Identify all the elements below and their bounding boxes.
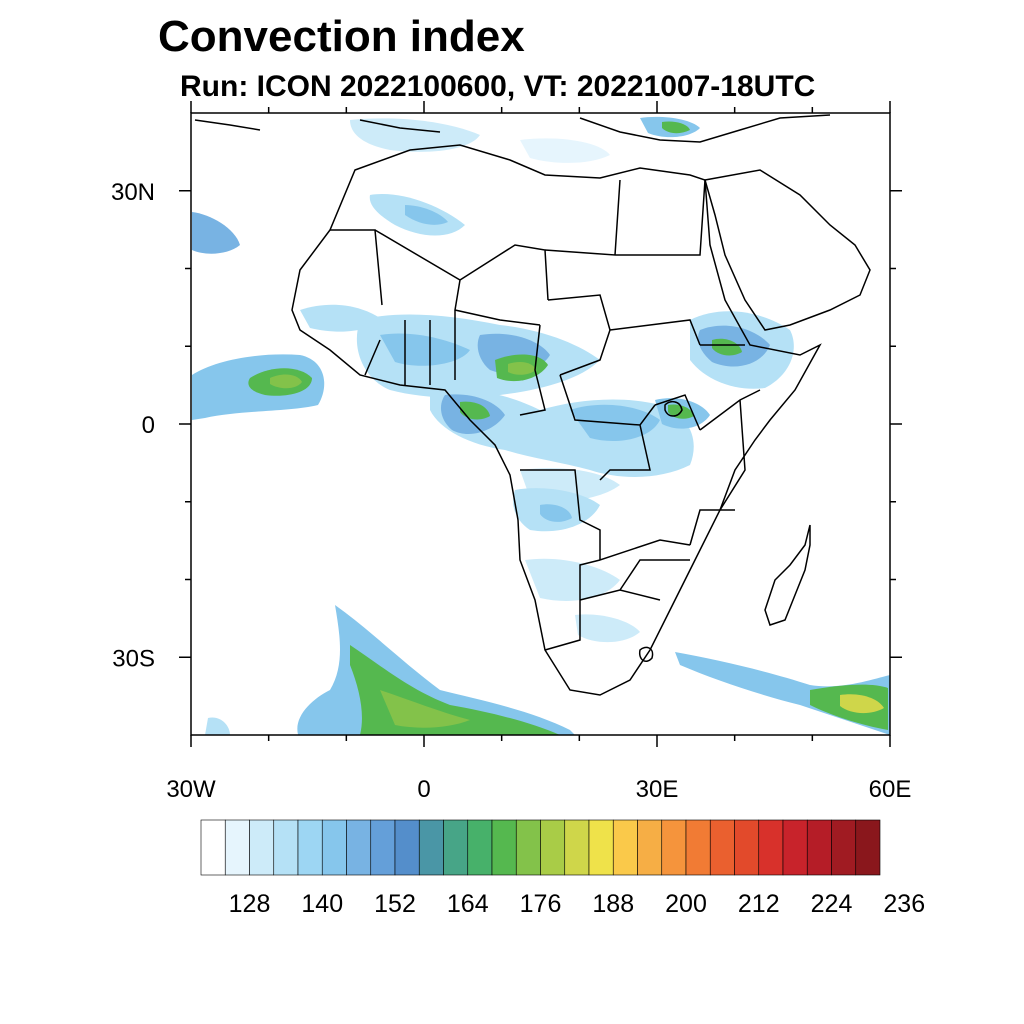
colorbar-swatch bbox=[491, 819, 517, 876]
colorbar-swatch bbox=[394, 819, 420, 876]
colorbar-label: 188 bbox=[592, 890, 634, 918]
colorbar-swatch bbox=[297, 819, 323, 876]
map-axes: 30W 0 30E 60E 30N 0 30S bbox=[111, 101, 911, 803]
colorbar-swatch bbox=[346, 819, 372, 876]
colorbar-swatch bbox=[709, 819, 735, 876]
colorbar-label: 212 bbox=[738, 890, 780, 918]
colorbar-label: 128 bbox=[229, 890, 271, 918]
colorbar: 128 140 152 164 176 188 200 212 224 236 bbox=[200, 819, 925, 918]
colorbar-label: 224 bbox=[811, 890, 853, 918]
colorbar-swatch bbox=[637, 819, 663, 876]
colorbar-swatch bbox=[806, 819, 832, 876]
chart-subtitle: Run: ICON 2022100600, VT: 20221007-18UTC bbox=[180, 70, 816, 103]
lon-tick-label: 0 bbox=[417, 776, 430, 803]
colorbar-swatch bbox=[370, 819, 396, 876]
colorbar-swatch bbox=[273, 819, 299, 876]
colorbar-label: 140 bbox=[301, 890, 343, 918]
colorbar-swatch bbox=[224, 819, 250, 876]
lat-tick-label: 30N bbox=[111, 179, 155, 206]
colorbar-swatch bbox=[685, 819, 711, 876]
colorbar-swatch bbox=[855, 819, 881, 876]
colorbar-swatch bbox=[564, 819, 590, 876]
colorbar-swatch bbox=[782, 819, 808, 876]
colorbar-swatch bbox=[249, 819, 275, 876]
map-outlines bbox=[194, 114, 871, 696]
colorbar-label: 236 bbox=[883, 890, 925, 918]
colorbar-label: 152 bbox=[374, 890, 416, 918]
colorbar-swatch bbox=[443, 819, 469, 876]
colorbar-swatch bbox=[200, 819, 226, 876]
lon-tick-label: 30W bbox=[166, 776, 216, 803]
colorbar-swatch bbox=[540, 819, 566, 876]
colorbar-swatch bbox=[588, 819, 614, 876]
lat-tick-label: 30S bbox=[112, 645, 155, 672]
colorbar-swatch bbox=[612, 819, 638, 876]
colorbar-swatch bbox=[661, 819, 687, 876]
convection-shading bbox=[192, 116, 890, 735]
colorbar-label: 176 bbox=[520, 890, 562, 918]
colorbar-label: 164 bbox=[447, 890, 489, 918]
colorbar-swatch bbox=[734, 819, 760, 876]
colorbar-swatch bbox=[831, 819, 857, 876]
colorbar-swatch bbox=[467, 819, 493, 876]
colorbar-swatch bbox=[758, 819, 784, 876]
lon-tick-label: 30E bbox=[636, 776, 679, 803]
colorbar-swatch bbox=[418, 819, 444, 876]
colorbar-swatch bbox=[321, 819, 347, 876]
chart-title: Convection index bbox=[158, 12, 525, 61]
colorbar-label: 200 bbox=[665, 890, 707, 918]
colorbar-swatch bbox=[515, 819, 541, 876]
lat-tick-label: 0 bbox=[142, 412, 155, 439]
lon-tick-label: 60E bbox=[869, 776, 912, 803]
